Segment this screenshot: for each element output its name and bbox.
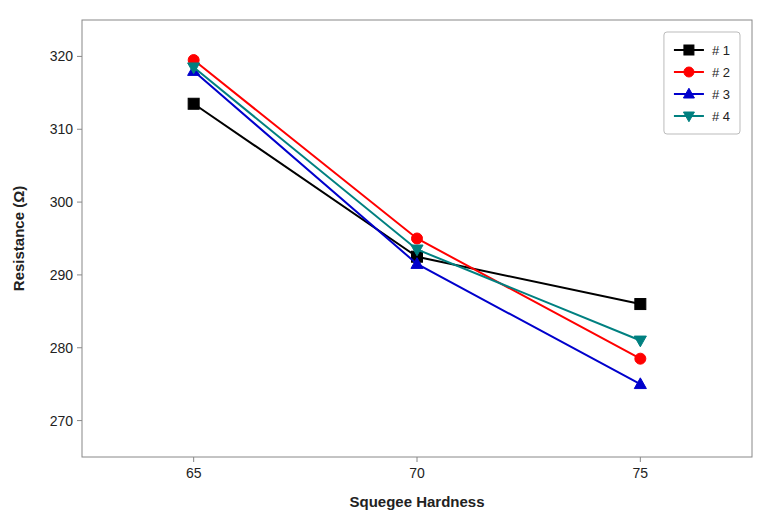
data-point [188,98,199,109]
x-tick-label: 70 [409,465,425,481]
y-tick [77,420,82,421]
legend: # 1 # 2 # 3 # 4 [664,32,740,134]
y-tick-label: 280 [50,340,74,356]
chart-container: 65 70 75 270 280 290 300 310 320 Squegee Hardness… [0,0,774,525]
legend-marker [683,112,694,122]
data-point [634,378,646,389]
y-tick-label: 290 [50,267,74,283]
series-line [194,104,641,304]
legend-marker [683,88,694,98]
data-point [188,63,200,74]
x-tick [640,457,641,462]
y-tick [77,129,82,130]
data-point [635,299,646,310]
legend-label: # 2 [712,65,730,80]
y-tick-label: 300 [50,194,74,210]
data-point [634,336,646,347]
legend-label: # 3 [712,87,730,102]
series-line [194,67,641,340]
x-axis-label: Squegee Hardness [349,493,484,510]
x-tick-label: 65 [186,465,202,481]
legend-label: # 1 [712,43,730,58]
y-tick-label: 270 [50,413,74,429]
legend-box [664,32,740,134]
data-point [635,353,646,364]
series-line [194,60,641,359]
y-tick [77,56,82,57]
y-tick-label: 310 [50,121,74,137]
x-tick-label: 75 [633,465,649,481]
y-tick [77,202,82,203]
data-point [411,258,423,269]
y-tick [77,274,82,275]
data-point [411,245,423,256]
y-tick [77,347,82,348]
legend-label: # 4 [712,109,730,124]
legend-marker [684,67,694,77]
series-line [194,71,641,384]
chart-svg: 65 70 75 270 280 290 300 310 320 Squegee Hardness… [0,0,774,525]
data-point [412,233,423,244]
plot-area [188,55,647,389]
plot-frame [82,20,752,457]
x-tick [193,457,194,462]
y-tick-label: 320 [50,48,74,64]
legend-marker [684,45,694,55]
y-axis-label: Resistance (Ω) [10,186,27,291]
x-tick [417,457,418,462]
